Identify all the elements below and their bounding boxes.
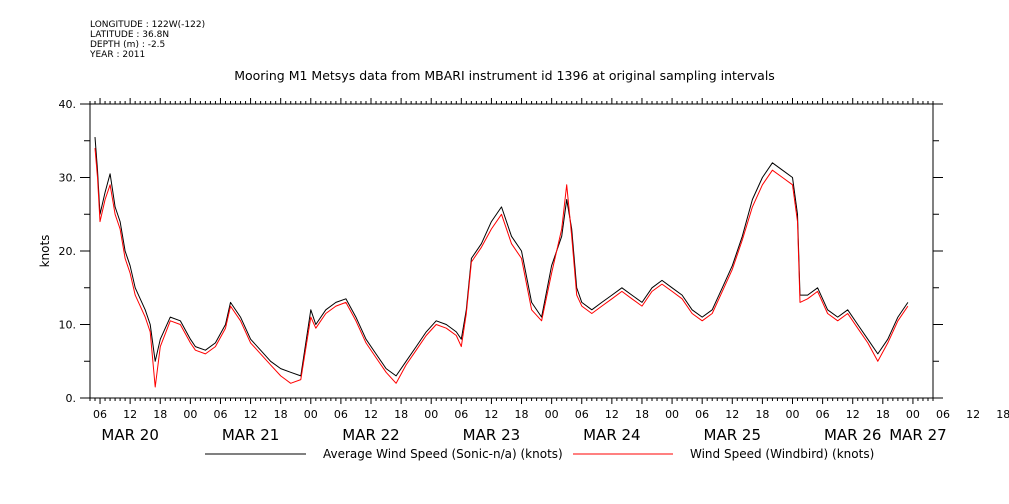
series-line-windbird bbox=[94, 148, 909, 388]
meta-depth: DEPTH (m) : -2.5 bbox=[90, 40, 166, 50]
legend-label-sonic: Average Wind Speed (Sonic-n/a) (knots) bbox=[323, 447, 563, 461]
y-axis-label: knots bbox=[38, 235, 52, 268]
x-tick-label: 00 bbox=[304, 408, 318, 421]
x-tick-label: 12 bbox=[605, 408, 619, 421]
x-tick-label: 18 bbox=[274, 408, 288, 421]
x-tick-label: 06 bbox=[454, 408, 468, 421]
x-tick-label: 00 bbox=[424, 408, 438, 421]
legend-label-windbird: Wind Speed (Windbird) (knots) bbox=[690, 447, 874, 461]
axis-ticks bbox=[80, 98, 943, 404]
x-tick-label: 12 bbox=[484, 408, 498, 421]
x-day-label: MAR 25 bbox=[704, 426, 761, 444]
x-tick-label: 12 bbox=[123, 408, 137, 421]
x-tick-label: 06 bbox=[213, 408, 227, 421]
x-tick-label: 12 bbox=[846, 408, 860, 421]
x-tick-label: 00 bbox=[545, 408, 559, 421]
x-tick-label: 06 bbox=[936, 408, 950, 421]
x-tick-label: 06 bbox=[695, 408, 709, 421]
y-tick-label: 40. bbox=[59, 98, 77, 111]
legend: Average Wind Speed (Sonic-n/a) (knots) Wi… bbox=[205, 447, 874, 461]
x-tick-label: 12 bbox=[966, 408, 980, 421]
series-lines bbox=[94, 137, 909, 388]
x-day-label: MAR 24 bbox=[583, 426, 640, 444]
x-tick-label: 12 bbox=[725, 408, 739, 421]
x-tick-label: 18 bbox=[153, 408, 167, 421]
x-tick-label: 18 bbox=[755, 408, 769, 421]
y-tick-label: 0. bbox=[66, 392, 77, 405]
x-tick-label: 06 bbox=[816, 408, 830, 421]
x-tick-label: 18 bbox=[515, 408, 529, 421]
x-day-label: MAR 23 bbox=[463, 426, 520, 444]
x-tick-label: 00 bbox=[665, 408, 679, 421]
meta-year: YEAR : 2011 bbox=[90, 50, 146, 60]
x-tick-label: 12 bbox=[244, 408, 258, 421]
meta-longitude: LONGITUDE : 122W(-122) bbox=[90, 20, 206, 30]
x-tick-label: 12 bbox=[364, 408, 378, 421]
plot-frame bbox=[89, 103, 934, 399]
x-tick-label: 18 bbox=[876, 408, 890, 421]
y-tick-label: 10. bbox=[59, 319, 77, 332]
x-day-label: MAR 20 bbox=[101, 426, 158, 444]
metadata-block: LONGITUDE : 122W(-122) LATITUDE : 36.8N … bbox=[90, 20, 205, 60]
x-tick-label: 00 bbox=[183, 408, 197, 421]
x-tick-label: 18 bbox=[635, 408, 649, 421]
x-day-label: MAR 27 bbox=[889, 426, 946, 444]
x-tick-label: 06 bbox=[575, 408, 589, 421]
y-tick-label: 20. bbox=[59, 245, 77, 258]
x-day-label: MAR 21 bbox=[222, 426, 279, 444]
axis-labels: 06 12 18 00 06 12 18 00 06 12 18 00 06 12 18 00 06 12 18 00… bbox=[59, 98, 1009, 444]
x-tick-label: 18 bbox=[996, 408, 1009, 421]
x-tick-label: 06 bbox=[334, 408, 348, 421]
x-day-label: MAR 22 bbox=[342, 426, 399, 444]
chart-title: Mooring M1 Metsys data from MBARI instru… bbox=[234, 68, 775, 83]
meta-latitude: LATITUDE : 36.8N bbox=[90, 30, 170, 40]
y-tick-label: 30. bbox=[59, 172, 77, 185]
x-tick-label: 18 bbox=[394, 408, 408, 421]
x-tick-label: 00 bbox=[786, 408, 800, 421]
x-tick-label: 06 bbox=[93, 408, 107, 421]
x-day-label: MAR 26 bbox=[824, 426, 881, 444]
series-line-sonic bbox=[94, 137, 909, 377]
x-tick-label: 00 bbox=[906, 408, 920, 421]
